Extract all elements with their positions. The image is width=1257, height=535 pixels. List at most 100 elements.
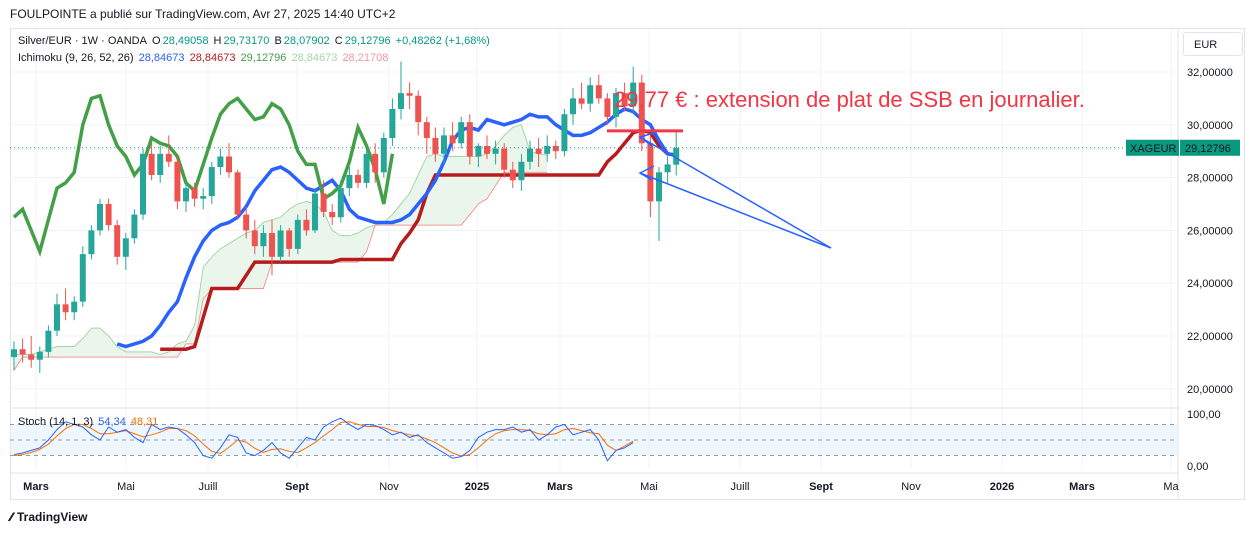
candle-body <box>466 122 473 157</box>
candle-body <box>561 114 568 152</box>
candle <box>587 77 594 112</box>
stoch-k-value: 54,34 <box>98 416 126 428</box>
low-value: 28,07902 <box>283 35 330 47</box>
open-value: 28,49058 <box>162 35 209 47</box>
candle <box>432 127 439 162</box>
candle-body <box>36 351 43 360</box>
candle <box>398 61 404 120</box>
stoch-d-value: 48,31 <box>130 416 159 428</box>
candle-body <box>62 304 69 313</box>
candle <box>656 167 662 241</box>
candle <box>535 138 542 168</box>
candle <box>561 108 568 157</box>
senkou-a-value: 28,84673 <box>291 52 338 64</box>
candle <box>320 180 327 218</box>
tenkan-value: 28,84673 <box>138 52 185 64</box>
candle <box>62 288 69 321</box>
candle <box>36 346 43 373</box>
candle-body <box>518 161 525 181</box>
tradingview-footer[interactable]: ⁄⁄ TradingView <box>10 510 87 524</box>
time-tick-label: Nov <box>379 481 399 493</box>
candle-body <box>54 304 60 331</box>
candle <box>226 143 232 178</box>
candle <box>673 131 680 176</box>
candle <box>458 116 465 149</box>
symbol-label: Silver/EUR · 1W · OANDA <box>18 35 147 47</box>
candle-body <box>97 204 103 231</box>
currency-selector[interactable]: EUR <box>1183 32 1243 56</box>
price-tick-label: 26,00000 <box>1187 225 1233 237</box>
brand-name: TradingView <box>17 510 88 524</box>
candle <box>200 188 207 210</box>
kijun-sen-line <box>160 128 677 351</box>
candle-body <box>131 214 138 239</box>
candle <box>518 153 525 191</box>
candle <box>88 225 95 260</box>
candle-body <box>217 156 224 168</box>
price-tick-label: 24,00000 <box>1187 278 1233 290</box>
candle <box>217 148 224 175</box>
candle <box>105 198 112 231</box>
time-tick-label: Juill <box>731 481 750 493</box>
candle <box>492 140 499 165</box>
symbol-badge-bg <box>1126 139 1179 156</box>
candle-body <box>613 93 619 117</box>
time-tick-label: Sept <box>809 481 833 493</box>
current-price-badge: 29,12796 <box>1185 143 1231 155</box>
candle <box>630 66 637 115</box>
price-tick-label: 20,00000 <box>1187 384 1233 396</box>
candle-body <box>312 193 318 231</box>
candle <box>423 116 430 154</box>
candle <box>294 214 301 255</box>
candle <box>337 180 344 223</box>
tradingview-logo-icon: ⁄⁄ <box>10 510 13 524</box>
candle <box>54 293 60 336</box>
candle <box>174 156 181 210</box>
axes: 32,00000 30,00000 28,00000 26,00000 24,00000… <box>23 67 1240 493</box>
candle-body <box>157 153 164 175</box>
candle <box>613 87 619 128</box>
candle <box>501 143 508 178</box>
candle <box>251 219 258 255</box>
time-tick-label: Ma <box>1163 481 1179 493</box>
chikou-value: 29,12796 <box>240 52 287 64</box>
arrow-head-2 <box>638 165 655 181</box>
candle-body <box>423 122 430 138</box>
publisher-line: FOULPOINTE a publié sur TradingView.com,… <box>10 7 396 21</box>
candle <box>45 325 52 358</box>
candle-body <box>114 225 121 257</box>
time-tick-label: Nov <box>901 481 921 493</box>
candle <box>372 143 379 183</box>
candle <box>355 169 361 189</box>
chart-frame <box>10 28 1245 500</box>
candle-body <box>140 153 146 215</box>
candle <box>578 82 585 109</box>
candle-body <box>277 230 284 257</box>
candle-body <box>380 138 387 173</box>
candle <box>475 143 482 168</box>
candle-body <box>552 145 559 152</box>
close-value: 29,12796 <box>344 35 391 47</box>
high-value: 29,73170 <box>223 35 270 47</box>
candle-body <box>441 135 447 154</box>
candle <box>484 135 490 160</box>
candle-body <box>11 349 17 358</box>
candle <box>208 161 215 204</box>
candle <box>260 225 267 257</box>
symbol-badge: XAGEUR <box>1130 143 1177 155</box>
candle <box>329 204 336 226</box>
candle <box>11 341 17 371</box>
candle-body <box>578 98 585 104</box>
candle-body <box>19 349 26 355</box>
candle <box>165 135 172 168</box>
candle-body <box>398 93 404 109</box>
candle <box>312 188 318 234</box>
time-tick-label: Juill <box>199 481 218 493</box>
candle <box>286 227 293 257</box>
candle-body <box>595 85 602 99</box>
candle-body <box>372 153 379 173</box>
open-label: O <box>152 35 161 47</box>
candle <box>303 209 310 236</box>
stoch-label: Stoch (14, 1, 3) <box>18 416 94 428</box>
